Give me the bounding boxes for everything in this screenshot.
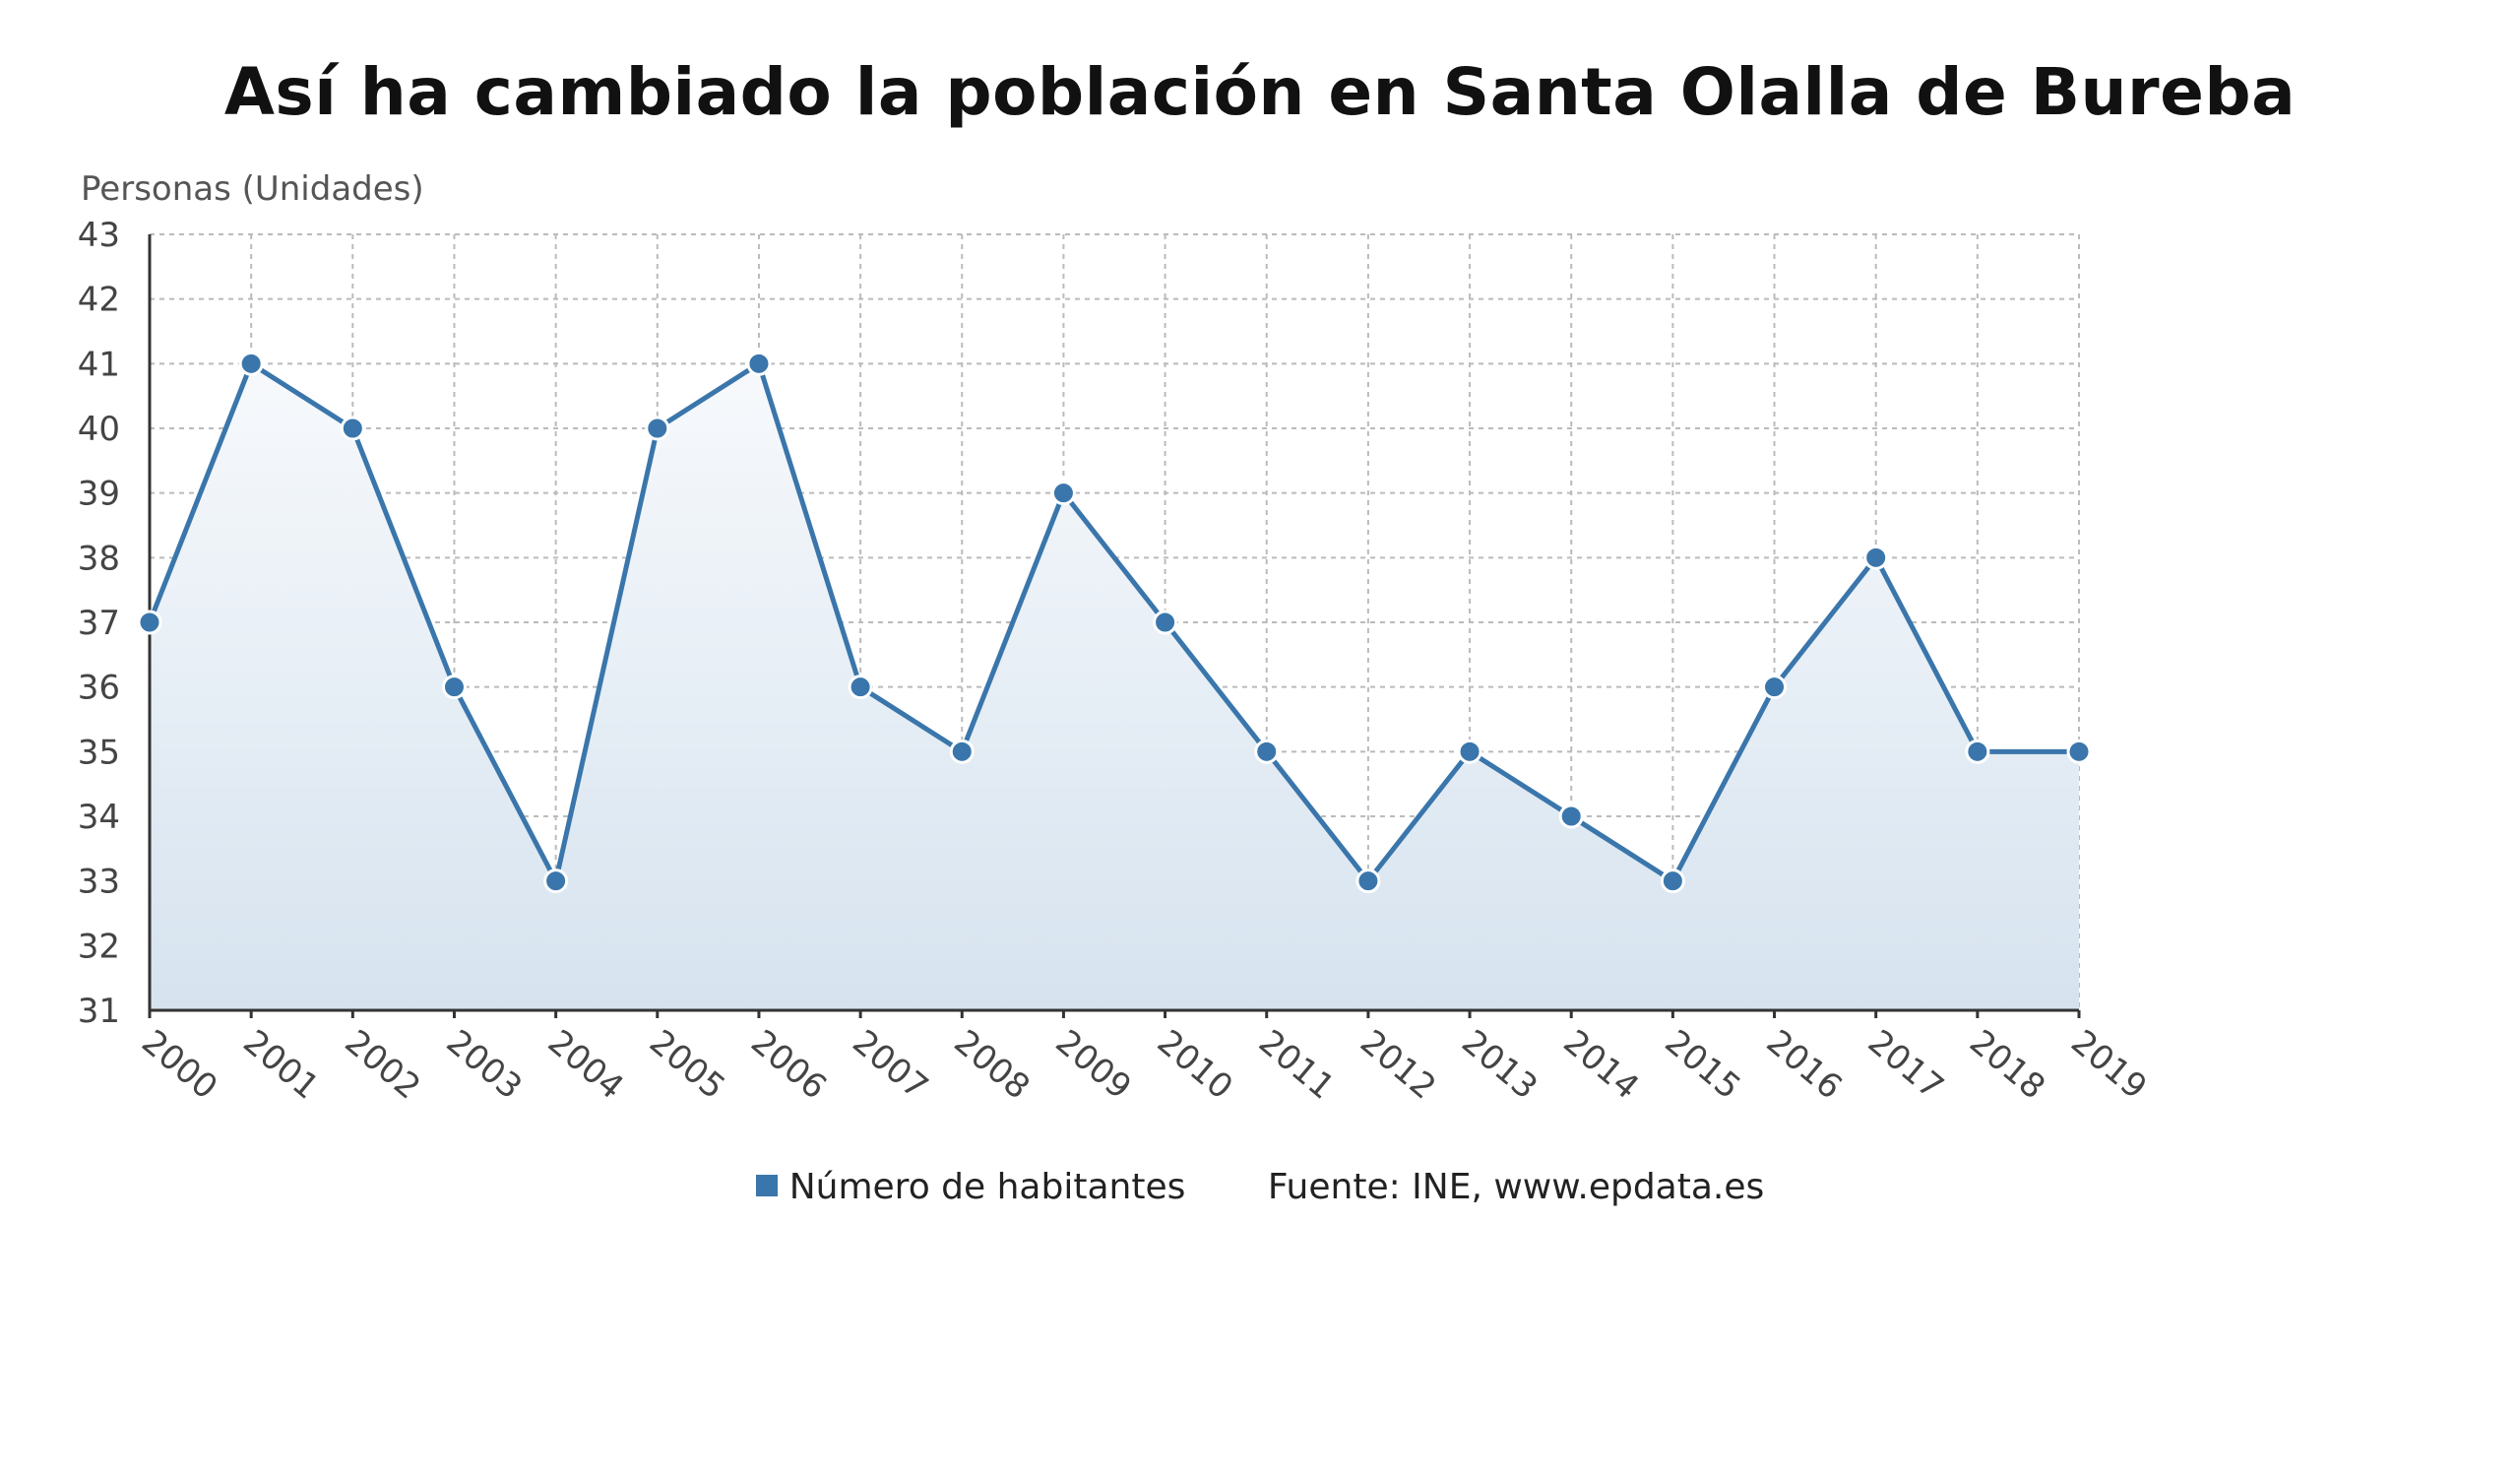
y-tick-label: 35 (78, 733, 120, 772)
series-area (150, 363, 2079, 1010)
y-axis-ticks: 31 32 33 34 35 36 37 38 39 40 41 42 43 (78, 216, 120, 1031)
legend-item[interactable]: Número de habitantes (755, 1167, 1186, 1207)
x-tick-label: 2016 (1759, 1022, 1850, 1107)
x-tick-label: 2001 (235, 1022, 326, 1107)
y-tick-label: 40 (78, 410, 120, 449)
data-point[interactable] (746, 351, 772, 376)
y-tick-label: 39 (78, 475, 120, 514)
data-point[interactable] (1558, 804, 1584, 829)
data-point[interactable] (1762, 675, 1788, 700)
x-tick-label: 2018 (1962, 1022, 2052, 1107)
data-point[interactable] (543, 869, 569, 894)
data-point[interactable] (1050, 481, 1076, 506)
x-tick-label: 2010 (1150, 1022, 1240, 1107)
data-point[interactable] (2066, 739, 2092, 764)
area-fill (150, 363, 2079, 1010)
x-tick-label: 2002 (338, 1022, 428, 1107)
y-tick-label: 34 (78, 798, 120, 837)
y-tick-label: 32 (78, 927, 120, 966)
x-tick-label: 2012 (1353, 1022, 1443, 1107)
x-tick-label: 2019 (2063, 1022, 2154, 1107)
data-point[interactable] (1254, 739, 1280, 764)
data-point[interactable] (238, 351, 264, 376)
data-point[interactable] (1153, 610, 1178, 635)
x-tick-label: 2000 (134, 1022, 224, 1107)
data-point[interactable] (645, 416, 670, 441)
source-note: Fuente: INE, www.epdata.es (1267, 1167, 1765, 1207)
data-points (137, 351, 2092, 894)
data-point[interactable] (1457, 739, 1482, 764)
x-tick-label: 2004 (540, 1022, 631, 1107)
legend: Número de habitantes Fuente: INE, www.ep… (0, 1167, 2520, 1207)
data-point[interactable] (1965, 739, 1990, 764)
data-point[interactable] (949, 739, 975, 764)
legend-label: Número de habitantes (788, 1167, 1186, 1207)
y-tick-label: 33 (78, 863, 120, 902)
y-tick-label: 41 (78, 345, 120, 384)
data-point[interactable] (1660, 869, 1685, 894)
data-point[interactable] (137, 610, 162, 635)
x-tick-label: 2006 (743, 1022, 834, 1107)
y-tick-label: 37 (78, 604, 120, 643)
chart-title: Así ha cambiado la población en Santa Ol… (223, 54, 2297, 130)
x-tick-label: 2011 (1251, 1022, 1342, 1107)
x-tick-label: 2015 (1658, 1022, 1748, 1107)
y-axis-label: Personas (Unidades) (81, 169, 424, 209)
y-tick-label: 38 (78, 539, 120, 578)
data-point[interactable] (848, 675, 873, 700)
x-tick-label: 2005 (642, 1022, 732, 1107)
x-tick-label: 2013 (1454, 1022, 1544, 1107)
data-point[interactable] (340, 416, 365, 441)
x-tick-label: 2014 (1555, 1022, 1646, 1107)
data-point[interactable] (1355, 869, 1381, 894)
y-tick-label: 36 (78, 669, 120, 708)
x-tick-label: 2009 (1048, 1022, 1139, 1107)
data-point[interactable] (441, 675, 467, 700)
x-axis-ticks: 2000 2001 2002 2003 2004 2005 2006 2007 2008 2009… (134, 1022, 2154, 1107)
x-tick-label: 2007 (845, 1022, 935, 1107)
series-polyline (147, 360, 2079, 884)
x-tick-label: 2003 (439, 1022, 530, 1107)
series-line (147, 360, 2079, 884)
legend-swatch (755, 1175, 778, 1196)
y-tick-label: 42 (78, 281, 120, 320)
data-point[interactable] (1863, 545, 1889, 570)
y-tick-label: 43 (78, 216, 120, 255)
y-tick-label: 31 (78, 992, 120, 1031)
x-tick-label: 2008 (946, 1022, 1037, 1107)
x-tick-label: 2017 (1860, 1022, 1951, 1107)
